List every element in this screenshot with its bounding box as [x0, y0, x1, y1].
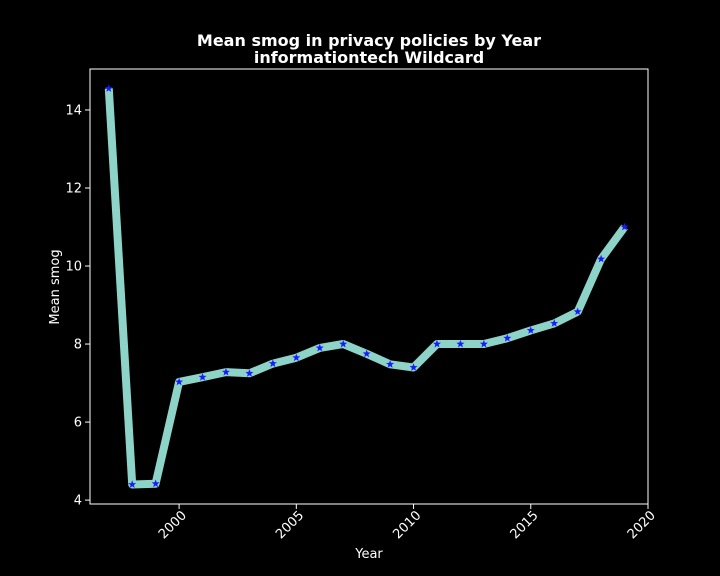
chart-subtitle: informationtech Wildcard — [254, 48, 484, 67]
data-point — [245, 369, 254, 377]
x-axis-label: Year — [354, 547, 383, 562]
data-point — [104, 84, 113, 92]
plot-area — [104, 84, 629, 489]
data-point — [479, 339, 488, 348]
data-point — [433, 339, 441, 348]
data-point — [456, 339, 465, 348]
y-tick-label: 8 — [74, 338, 82, 353]
x-tick-label: 2015 — [508, 508, 542, 542]
chart-title: Mean smog in privacy policies by Year — [197, 31, 541, 50]
data-point — [409, 363, 418, 371]
series-line — [104, 88, 628, 489]
x-tick-label: 2000 — [156, 508, 190, 542]
axes-frame — [89, 68, 649, 505]
x-axis: 2000 2005 2010 2015 2020 — [156, 504, 659, 542]
y-tick-label: 6 — [74, 416, 82, 431]
y-tick-label: 12 — [65, 181, 82, 196]
data-point — [386, 360, 395, 368]
y-tick-label: 10 — [65, 260, 82, 275]
y-axis: 4 6 8 10 12 14 — [65, 103, 90, 509]
data-point — [573, 307, 582, 316]
data-point — [362, 349, 371, 358]
data-point — [292, 353, 301, 362]
y-tick-label: 14 — [65, 103, 82, 118]
data-point — [315, 343, 324, 352]
x-tick-label: 2010 — [390, 508, 424, 542]
data-point — [597, 254, 606, 263]
data-point — [128, 480, 137, 488]
x-tick-label: 2020 — [625, 508, 659, 542]
data-point — [526, 326, 535, 334]
data-point — [503, 333, 512, 342]
y-tick-label: 4 — [74, 494, 82, 509]
data-point — [221, 367, 230, 376]
data-point — [620, 222, 629, 231]
data-point — [550, 319, 559, 327]
y-axis-label: Mean smog — [48, 249, 63, 324]
data-point — [151, 479, 160, 488]
data-point — [339, 339, 348, 348]
x-tick-label: 2005 — [273, 508, 307, 542]
data-point — [175, 377, 184, 386]
data-point — [198, 373, 207, 381]
data-point — [268, 359, 277, 367]
